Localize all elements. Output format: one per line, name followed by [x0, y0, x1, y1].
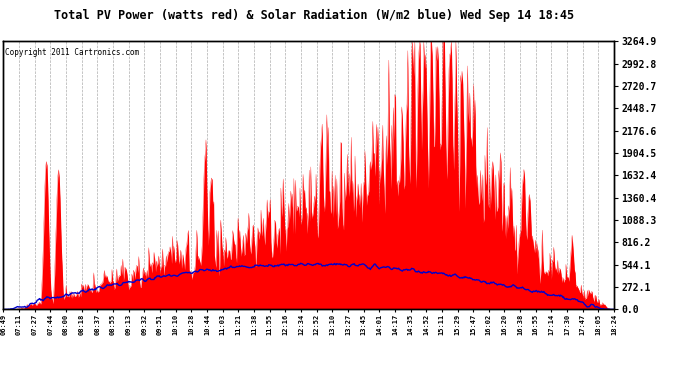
Text: Total PV Power (watts red) & Solar Radiation (W/m2 blue) Wed Sep 14 18:45: Total PV Power (watts red) & Solar Radia… [54, 9, 574, 22]
Text: Copyright 2011 Cartronics.com: Copyright 2011 Cartronics.com [5, 48, 139, 57]
